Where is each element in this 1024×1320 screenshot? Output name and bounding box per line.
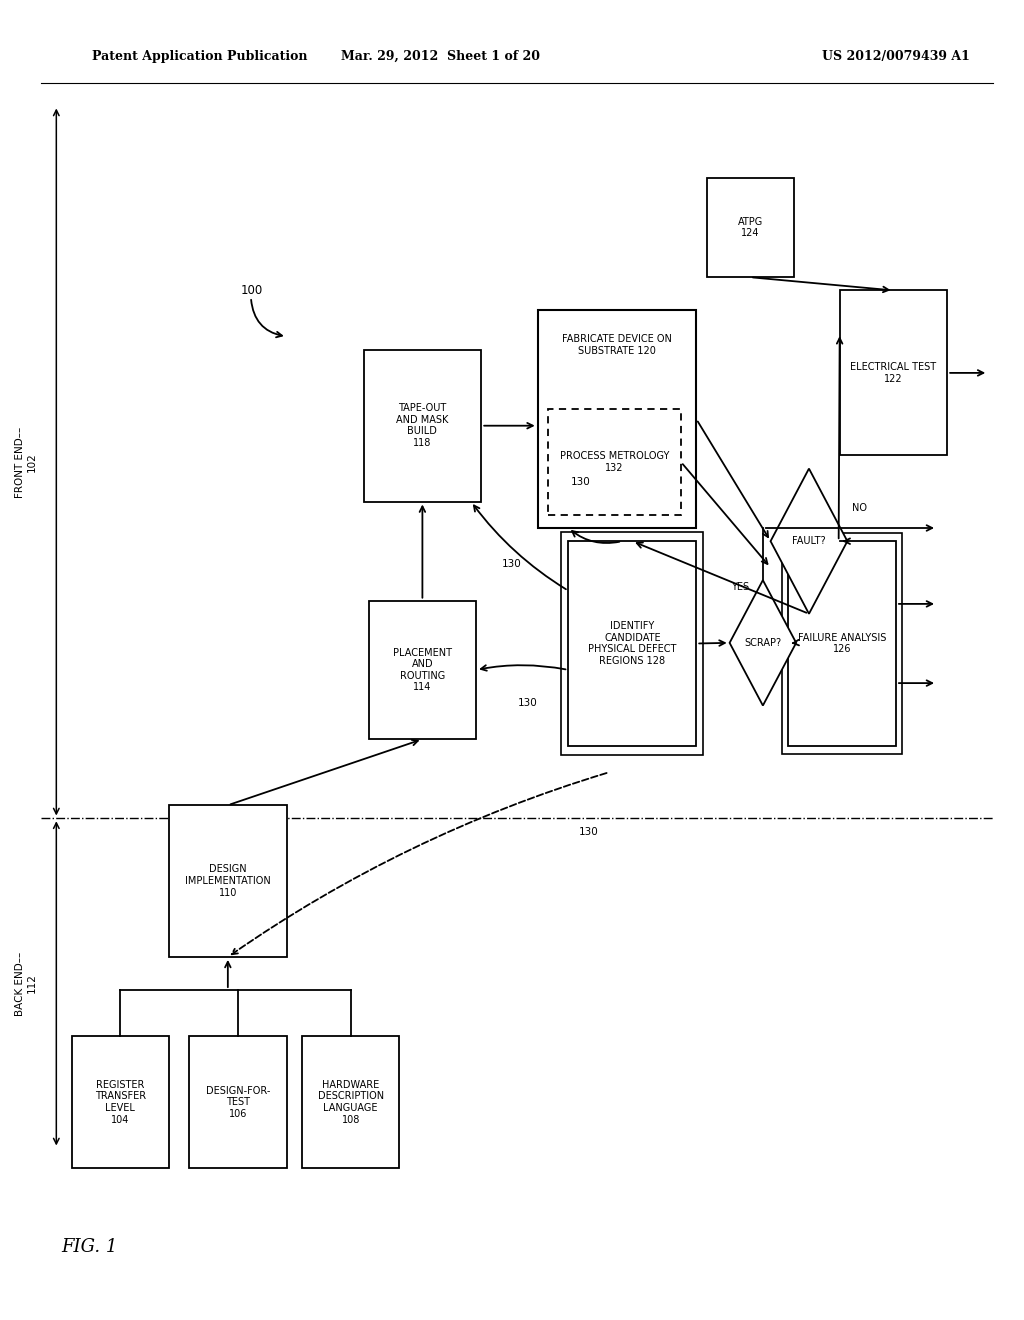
Text: DESIGN-FOR-
TEST
106: DESIGN-FOR- TEST 106 bbox=[206, 1085, 270, 1119]
Bar bbox=[788, 541, 896, 746]
Text: BACK END––
112: BACK END–– 112 bbox=[14, 952, 37, 1015]
Text: NO: NO bbox=[852, 503, 867, 513]
Text: YES: YES bbox=[731, 582, 749, 593]
Text: FIG. 1: FIG. 1 bbox=[61, 1238, 118, 1257]
Bar bbox=[568, 541, 696, 746]
Bar bbox=[561, 532, 703, 755]
Bar bbox=[782, 533, 902, 754]
Text: 130: 130 bbox=[502, 560, 522, 569]
Text: FRONT END––
102: FRONT END–– 102 bbox=[14, 426, 37, 498]
Text: REGISTER
TRANSFER
LEVEL
104: REGISTER TRANSFER LEVEL 104 bbox=[95, 1080, 145, 1125]
Bar bbox=[707, 178, 794, 277]
Text: 130: 130 bbox=[571, 477, 591, 487]
Bar bbox=[538, 310, 696, 528]
Text: ELECTRICAL TEST
122: ELECTRICAL TEST 122 bbox=[850, 362, 937, 384]
Text: PROCESS METROLOGY
132: PROCESS METROLOGY 132 bbox=[560, 451, 669, 473]
Bar bbox=[548, 409, 681, 515]
Bar bbox=[169, 805, 287, 957]
Text: 100: 100 bbox=[241, 284, 263, 297]
Bar bbox=[364, 350, 481, 502]
Text: FAILURE ANALYSIS
126: FAILURE ANALYSIS 126 bbox=[798, 632, 887, 655]
Text: Patent Application Publication: Patent Application Publication bbox=[92, 50, 307, 63]
Bar bbox=[840, 290, 947, 455]
Text: DESIGN
IMPLEMENTATION
110: DESIGN IMPLEMENTATION 110 bbox=[185, 865, 270, 898]
Polygon shape bbox=[729, 581, 797, 705]
Text: ATPG
124: ATPG 124 bbox=[737, 216, 763, 239]
Bar bbox=[189, 1036, 287, 1168]
Text: 130: 130 bbox=[517, 698, 538, 708]
Polygon shape bbox=[771, 469, 848, 614]
Text: US 2012/0079439 A1: US 2012/0079439 A1 bbox=[822, 50, 970, 63]
Text: PLACEMENT
AND
ROUTING
114: PLACEMENT AND ROUTING 114 bbox=[393, 648, 452, 692]
Text: IDENTIFY
CANDIDATE
PHYSICAL DEFECT
REGIONS 128: IDENTIFY CANDIDATE PHYSICAL DEFECT REGIO… bbox=[588, 622, 677, 665]
Text: Mar. 29, 2012  Sheet 1 of 20: Mar. 29, 2012 Sheet 1 of 20 bbox=[341, 50, 540, 63]
Bar bbox=[302, 1036, 399, 1168]
Bar bbox=[72, 1036, 169, 1168]
Text: 130: 130 bbox=[579, 826, 599, 837]
Text: FAULT?: FAULT? bbox=[793, 536, 825, 546]
Text: FABRICATE DEVICE ON
SUBSTRATE 120: FABRICATE DEVICE ON SUBSTRATE 120 bbox=[562, 334, 672, 355]
Text: HARDWARE
DESCRIPTION
LANGUAGE
108: HARDWARE DESCRIPTION LANGUAGE 108 bbox=[317, 1080, 384, 1125]
Bar bbox=[369, 601, 476, 739]
Text: TAPE-OUT
AND MASK
BUILD
118: TAPE-OUT AND MASK BUILD 118 bbox=[396, 404, 449, 447]
Text: SCRAP?: SCRAP? bbox=[744, 638, 781, 648]
